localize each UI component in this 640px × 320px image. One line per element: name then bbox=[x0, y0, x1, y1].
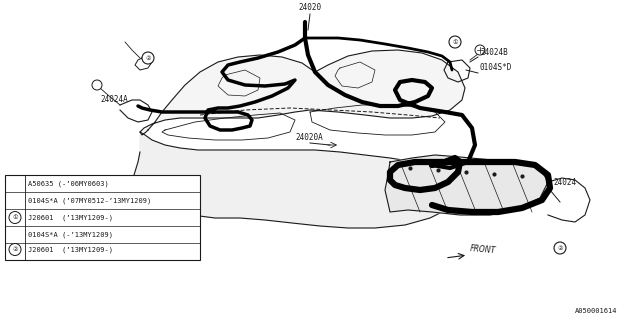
Text: ②: ② bbox=[557, 245, 563, 251]
Text: 24020A: 24020A bbox=[295, 133, 323, 142]
Text: 24024: 24024 bbox=[553, 178, 576, 187]
Polygon shape bbox=[132, 132, 462, 228]
Text: J20601  (’13MY1209-): J20601 (’13MY1209-) bbox=[28, 246, 113, 253]
Circle shape bbox=[142, 52, 154, 64]
Text: ②: ② bbox=[145, 55, 151, 60]
Text: ②: ② bbox=[12, 247, 18, 252]
Text: J20601  (’13MY1209-): J20601 (’13MY1209-) bbox=[28, 214, 113, 221]
Text: FRONT: FRONT bbox=[470, 244, 497, 255]
Bar bbox=[5, 175, 200, 260]
Circle shape bbox=[9, 244, 21, 255]
Circle shape bbox=[9, 212, 21, 223]
Text: 24024B: 24024B bbox=[480, 48, 508, 57]
Circle shape bbox=[449, 36, 461, 48]
Polygon shape bbox=[140, 50, 465, 135]
Text: ①: ① bbox=[452, 39, 458, 44]
Text: 0104S*D: 0104S*D bbox=[480, 63, 513, 72]
Text: 0104S*A (-’13MY1209): 0104S*A (-’13MY1209) bbox=[28, 231, 113, 238]
Text: 0104S*A (’07MY0512-’13MY1209): 0104S*A (’07MY0512-’13MY1209) bbox=[28, 197, 151, 204]
Circle shape bbox=[92, 80, 102, 90]
Circle shape bbox=[475, 45, 485, 55]
Circle shape bbox=[554, 242, 566, 254]
Text: ①: ① bbox=[12, 215, 18, 220]
Text: 24024A: 24024A bbox=[100, 95, 128, 104]
Text: A50635 (-’06MY0603): A50635 (-’06MY0603) bbox=[28, 180, 109, 187]
Text: A050001614: A050001614 bbox=[575, 308, 618, 314]
Text: 24020: 24020 bbox=[298, 3, 321, 12]
Polygon shape bbox=[385, 155, 548, 215]
